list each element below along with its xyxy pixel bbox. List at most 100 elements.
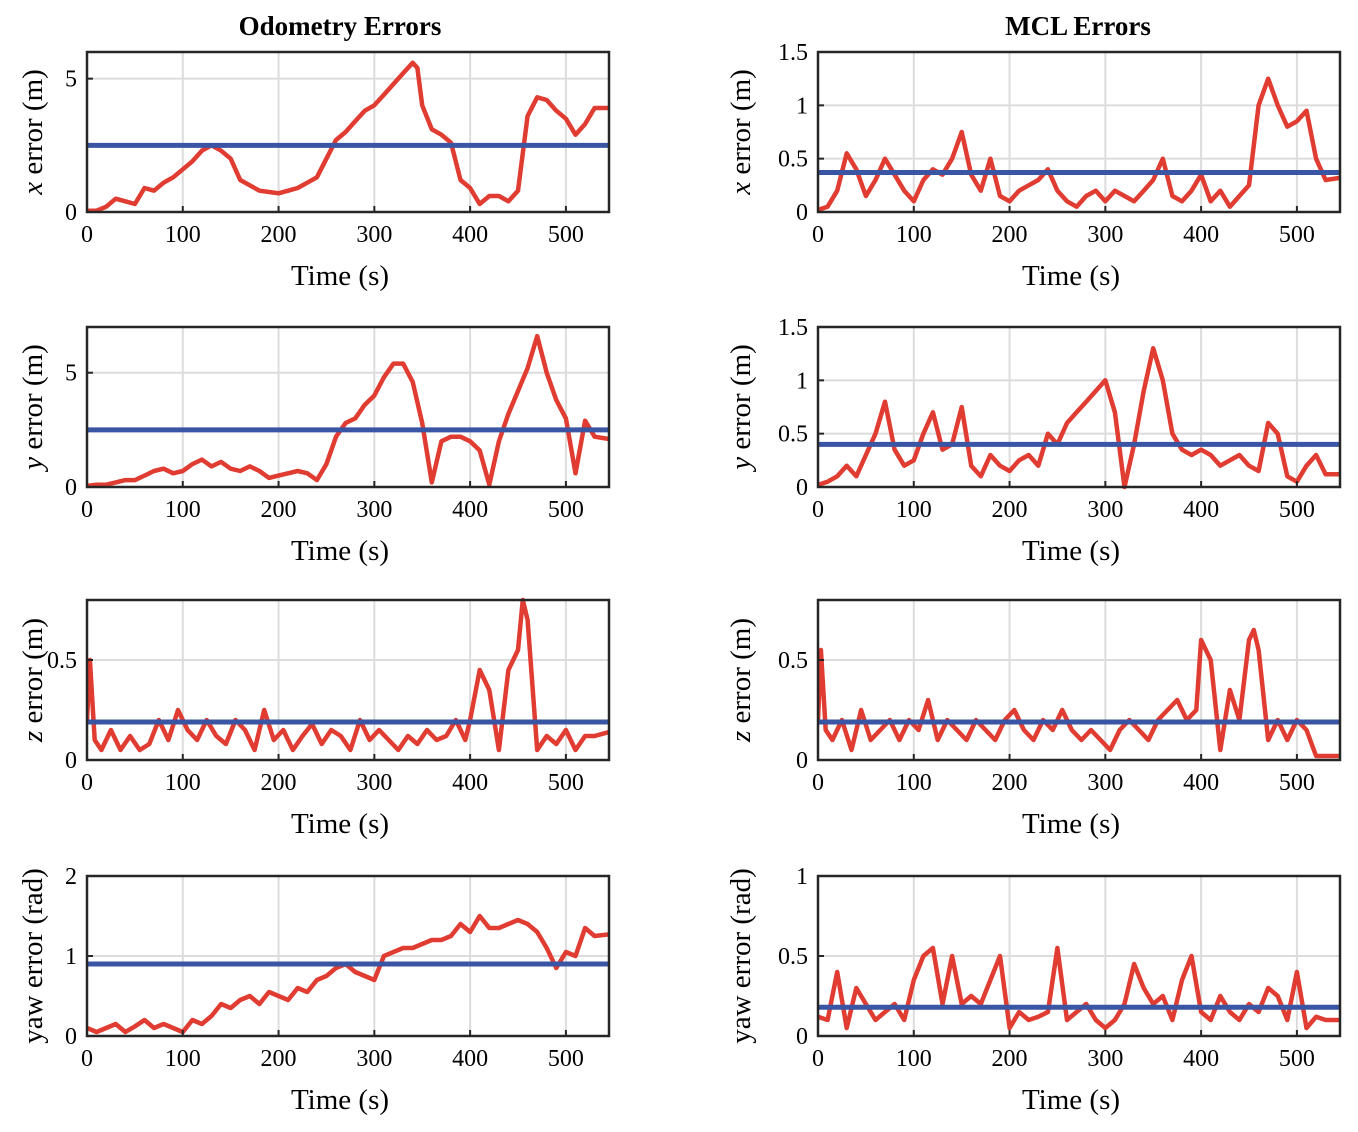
y-tick-label: 1.5 xyxy=(778,315,808,341)
axes-frame xyxy=(816,50,1342,214)
axes-frame xyxy=(85,598,611,762)
y-axis-label: yaw error (rad) xyxy=(17,868,49,1044)
y-tick-label: 0.5 xyxy=(778,944,808,970)
chart-panel-4: 0 100 200 300 400 500 0 0.5 Time (s) z error (m) xyxy=(17,597,611,840)
x-tick-label: 0 xyxy=(812,222,824,248)
x-tick-label: 200 xyxy=(992,222,1028,248)
x-tick-label: 200 xyxy=(261,1046,297,1072)
x-tick-label: 0 xyxy=(812,497,824,523)
x-tick-label: 0 xyxy=(81,222,93,248)
x-tick-label: 400 xyxy=(1183,222,1219,248)
y-tick-label: 1 xyxy=(796,93,808,119)
y-tick-label: 0.5 xyxy=(778,147,808,173)
y-axis-label-text: error (m) xyxy=(725,344,757,457)
x-tick-label: 500 xyxy=(548,497,584,523)
x-tick-label: 0 xyxy=(81,770,93,796)
y-tick-label: 0 xyxy=(796,1024,808,1050)
y-axis-label-text: error (m) xyxy=(17,344,49,457)
error-series-line xyxy=(87,597,609,753)
x-tick-label: 400 xyxy=(1183,497,1219,523)
x-tick-label: 500 xyxy=(1279,497,1315,523)
y-axis-label-variable: x xyxy=(725,182,757,196)
error-series-line xyxy=(818,346,1340,490)
y-tick-label: 0 xyxy=(65,475,77,501)
chart-panel-0: 0 100 200 300 400 500 0 5 Time (s) x error (m) xyxy=(17,50,611,292)
chart-panel-2: 0 100 200 300 400 500 0 5 Time (s) y error (m) xyxy=(17,325,611,567)
y-tick-label: 0 xyxy=(65,200,77,226)
y-axis-label: yaw error (rad) xyxy=(725,868,757,1044)
x-tick-label: 100 xyxy=(896,222,932,248)
y-axis-label-variable: x xyxy=(17,182,49,196)
x-tick-label: 500 xyxy=(1279,222,1315,248)
y-axis-label-variable: y xyxy=(17,457,49,473)
y-axis-label-text: error (m) xyxy=(725,618,757,731)
y-tick-label: 1 xyxy=(65,944,77,970)
x-tick-label: 100 xyxy=(896,497,932,523)
y-axis-label-variable: z xyxy=(17,731,49,743)
x-tick-label: 500 xyxy=(548,1046,584,1072)
x-tick-label: 500 xyxy=(1279,770,1315,796)
x-axis-label: Time (s) xyxy=(1022,808,1120,840)
y-tick-label: 1 xyxy=(796,864,808,890)
x-tick-label: 400 xyxy=(1183,770,1219,796)
x-axis-label: Time (s) xyxy=(1022,535,1120,567)
y-axis-label: z error (m) xyxy=(17,618,49,743)
x-tick-label: 300 xyxy=(1087,222,1123,248)
x-tick-label: 200 xyxy=(992,1046,1028,1072)
x-tick-label: 200 xyxy=(261,770,297,796)
y-tick-label: 5 xyxy=(65,361,77,387)
error-series-line xyxy=(818,945,1340,1031)
axes-frame xyxy=(816,598,1342,762)
x-tick-label: 200 xyxy=(261,222,297,248)
axes-frame xyxy=(816,325,1342,489)
y-axis-label-text: error (m) xyxy=(17,69,49,182)
y-tick-label: 0.5 xyxy=(778,648,808,674)
x-tick-label: 400 xyxy=(452,770,488,796)
column-title-odometry: Odometry Errors xyxy=(239,11,442,41)
axes-frame xyxy=(85,50,611,214)
y-axis-label: x error (m) xyxy=(725,69,757,196)
y-tick-label: 0 xyxy=(796,475,808,501)
x-tick-label: 100 xyxy=(165,1046,201,1072)
x-tick-label: 100 xyxy=(896,1046,932,1072)
error-series-line xyxy=(87,913,609,1035)
x-tick-label: 200 xyxy=(992,770,1028,796)
y-axis-label-variable: y xyxy=(725,457,757,473)
column-title-mcl: MCL Errors xyxy=(1005,11,1151,41)
x-tick-label: 300 xyxy=(356,770,392,796)
y-axis-label-text: error (m) xyxy=(17,618,49,731)
error-series-line xyxy=(818,627,1340,759)
x-tick-label: 300 xyxy=(1087,770,1123,796)
x-tick-label: 0 xyxy=(812,770,824,796)
chart-panel-1: 0 100 200 300 400 500 0 0.5 1 1.5 Time (s) x error … xyxy=(725,40,1342,292)
x-axis-label: Time (s) xyxy=(291,535,389,567)
y-axis-label-text: error (m) xyxy=(725,69,757,182)
chart-panel-7: 0 100 200 300 400 500 0 0.5 1 Time (s) yaw error (… xyxy=(725,864,1342,1116)
x-tick-label: 500 xyxy=(548,222,584,248)
axes-frame xyxy=(85,325,611,489)
x-tick-label: 100 xyxy=(165,770,201,796)
chart-panel-6: 0 100 200 300 400 500 0 1 2 Time (s) yaw error (ra… xyxy=(17,864,611,1116)
y-tick-label: 1 xyxy=(796,368,808,394)
x-tick-label: 200 xyxy=(261,497,297,523)
y-tick-label: 0 xyxy=(796,200,808,226)
y-axis-label: x error (m) xyxy=(17,69,49,196)
x-tick-label: 300 xyxy=(356,222,392,248)
x-tick-label: 200 xyxy=(992,497,1028,523)
y-tick-label: 0.5 xyxy=(778,422,808,448)
error-series-line xyxy=(818,76,1340,213)
y-tick-label: 0 xyxy=(65,748,77,774)
x-tick-label: 0 xyxy=(812,1046,824,1072)
chart-panel-3: 0 100 200 300 400 500 0 0.5 1 1.5 Time (s) y error … xyxy=(725,315,1342,567)
x-tick-label: 300 xyxy=(1087,497,1123,523)
x-tick-label: 0 xyxy=(81,497,93,523)
y-axis-label: y error (m) xyxy=(17,344,49,473)
x-tick-label: 0 xyxy=(81,1046,93,1072)
x-tick-label: 400 xyxy=(452,497,488,523)
x-axis-label: Time (s) xyxy=(291,260,389,292)
y-tick-label: 1.5 xyxy=(778,40,808,66)
x-axis-label: Time (s) xyxy=(1022,1084,1120,1116)
y-tick-label: 2 xyxy=(65,864,77,890)
x-axis-label: Time (s) xyxy=(1022,260,1120,292)
